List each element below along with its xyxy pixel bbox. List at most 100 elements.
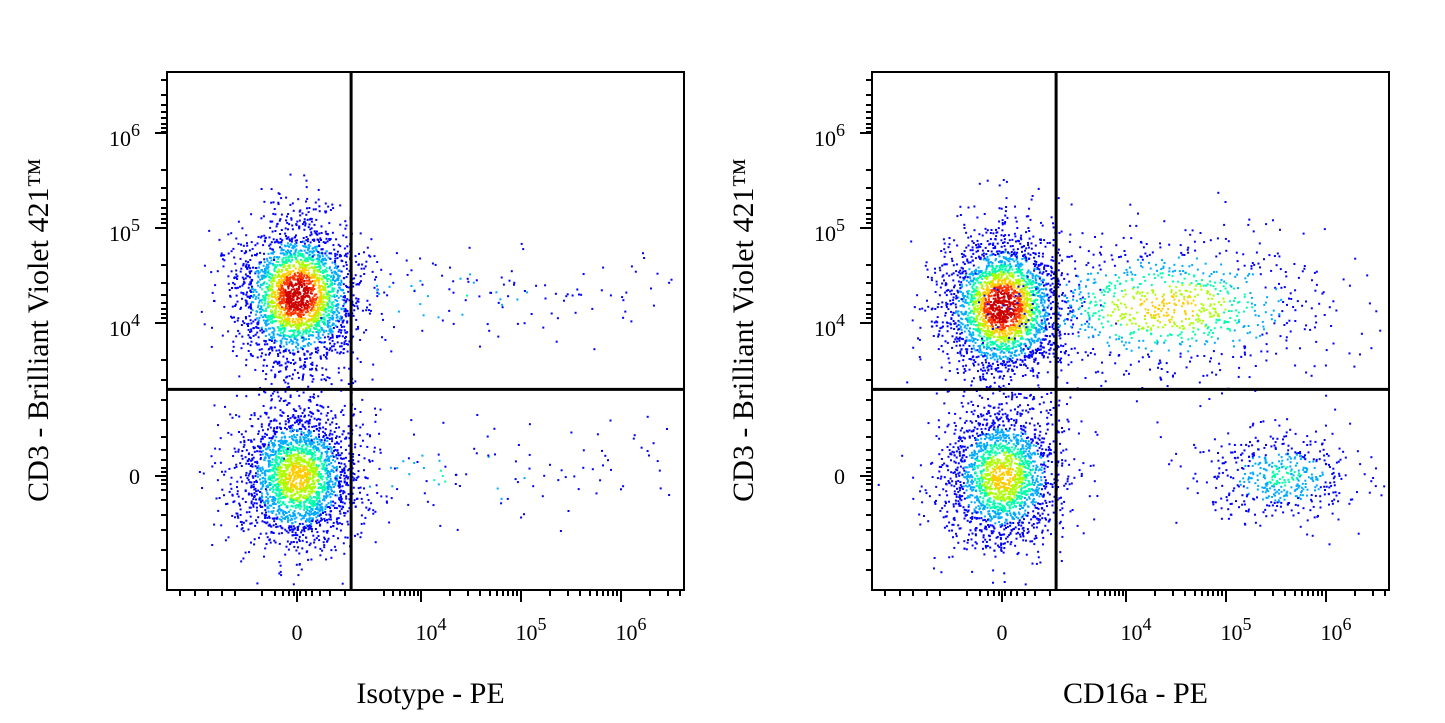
event-dot: [334, 549, 337, 552]
event-dot: [283, 318, 286, 321]
event-dot: [313, 279, 316, 282]
event-dot: [332, 504, 335, 507]
event-dot: [273, 376, 276, 379]
event-dot: [235, 394, 238, 397]
event-dot: [299, 503, 302, 506]
event-dot: [299, 241, 302, 243]
event-dot: [256, 450, 259, 453]
event-dot: [259, 286, 262, 289]
event-dot: [329, 337, 332, 339]
event-dot: [354, 380, 357, 383]
event-dot: [327, 313, 330, 316]
event-dot: [336, 250, 339, 253]
event-dot: [276, 222, 279, 225]
event-dot: [300, 309, 303, 312]
event-dot: [251, 287, 254, 290]
event-dot: [276, 256, 278, 259]
event-dot: [311, 364, 314, 366]
event-dot: [328, 285, 331, 288]
event-dot: [361, 263, 364, 266]
event-dot: [357, 487, 360, 490]
event-dot: [323, 304, 325, 307]
event-dot: [262, 330, 265, 333]
event-dot: [332, 244, 335, 247]
event-dot: [312, 208, 315, 211]
event-dot: [335, 467, 338, 470]
event-dot: [270, 525, 273, 528]
event-dot: [345, 474, 348, 477]
event-dot: [329, 316, 332, 319]
event-dot: [297, 350, 300, 353]
event-dot: [279, 246, 282, 249]
event-dot: [248, 511, 251, 514]
event-dot: [320, 306, 323, 309]
event-dot: [304, 329, 307, 332]
event-dot: [301, 445, 303, 448]
event-dot: [299, 471, 302, 474]
event-dot: [250, 464, 252, 467]
event-dot: [339, 288, 342, 291]
event-dot: [315, 447, 318, 450]
event-dot: [288, 471, 291, 474]
event-dot: [298, 394, 301, 397]
event-dot: [285, 324, 288, 327]
event-dot: [278, 504, 281, 507]
event-dot: [303, 284, 306, 287]
event-dot: [339, 512, 342, 515]
event-dot: [286, 274, 289, 277]
event-dot: [319, 270, 322, 273]
event-dot: [318, 470, 321, 473]
event-dot: [300, 365, 303, 368]
event-dot: [266, 516, 269, 519]
event-dot: [272, 449, 275, 451]
event-dot: [261, 468, 264, 471]
event-dot: [266, 499, 269, 502]
event-dot: [301, 529, 304, 532]
event-dot: [309, 445, 312, 448]
event-dot: [302, 436, 305, 439]
event-dot: [294, 534, 297, 537]
event-dot: [259, 236, 262, 239]
event-dot: [279, 283, 282, 286]
event-dot: [237, 448, 240, 451]
event-dot: [257, 417, 260, 420]
event-dot: [331, 271, 333, 274]
event-dot: [301, 301, 304, 304]
event-dot: [241, 284, 244, 287]
event-dot: [263, 458, 266, 461]
event-dot: [254, 288, 257, 291]
event-dot: [355, 283, 358, 286]
event-dot: [300, 440, 303, 443]
event-dot: [311, 530, 313, 533]
event-dot: [292, 462, 295, 465]
event-dot: [297, 505, 300, 508]
event-dot: [305, 200, 307, 203]
event-dot: [311, 458, 313, 461]
event-dot: [330, 470, 333, 473]
event-dot: [316, 276, 319, 279]
event-dot: [319, 483, 322, 486]
event-dot: [279, 233, 282, 235]
event-dot: [366, 445, 369, 448]
event-dot: [286, 221, 289, 224]
event-dot: [278, 313, 281, 316]
event-dot: [296, 371, 299, 374]
event-dot: [227, 536, 230, 539]
event-dot: [309, 343, 312, 346]
event-dot: [277, 482, 280, 485]
event-dot: [289, 425, 292, 428]
event-dot: [258, 445, 261, 448]
event-dot: [330, 450, 333, 453]
event-dot: [341, 433, 344, 436]
event-dot: [308, 418, 311, 421]
event-dot: [265, 489, 268, 492]
event-dot: [325, 291, 328, 294]
event-dot: [308, 492, 311, 495]
event-dot: [319, 513, 322, 516]
event-dot: [223, 473, 226, 476]
event-dot: [332, 277, 335, 280]
event-dot: [459, 277, 462, 280]
event-dot: [264, 322, 267, 325]
event-dot: [284, 553, 287, 556]
event-dot: [288, 419, 291, 422]
